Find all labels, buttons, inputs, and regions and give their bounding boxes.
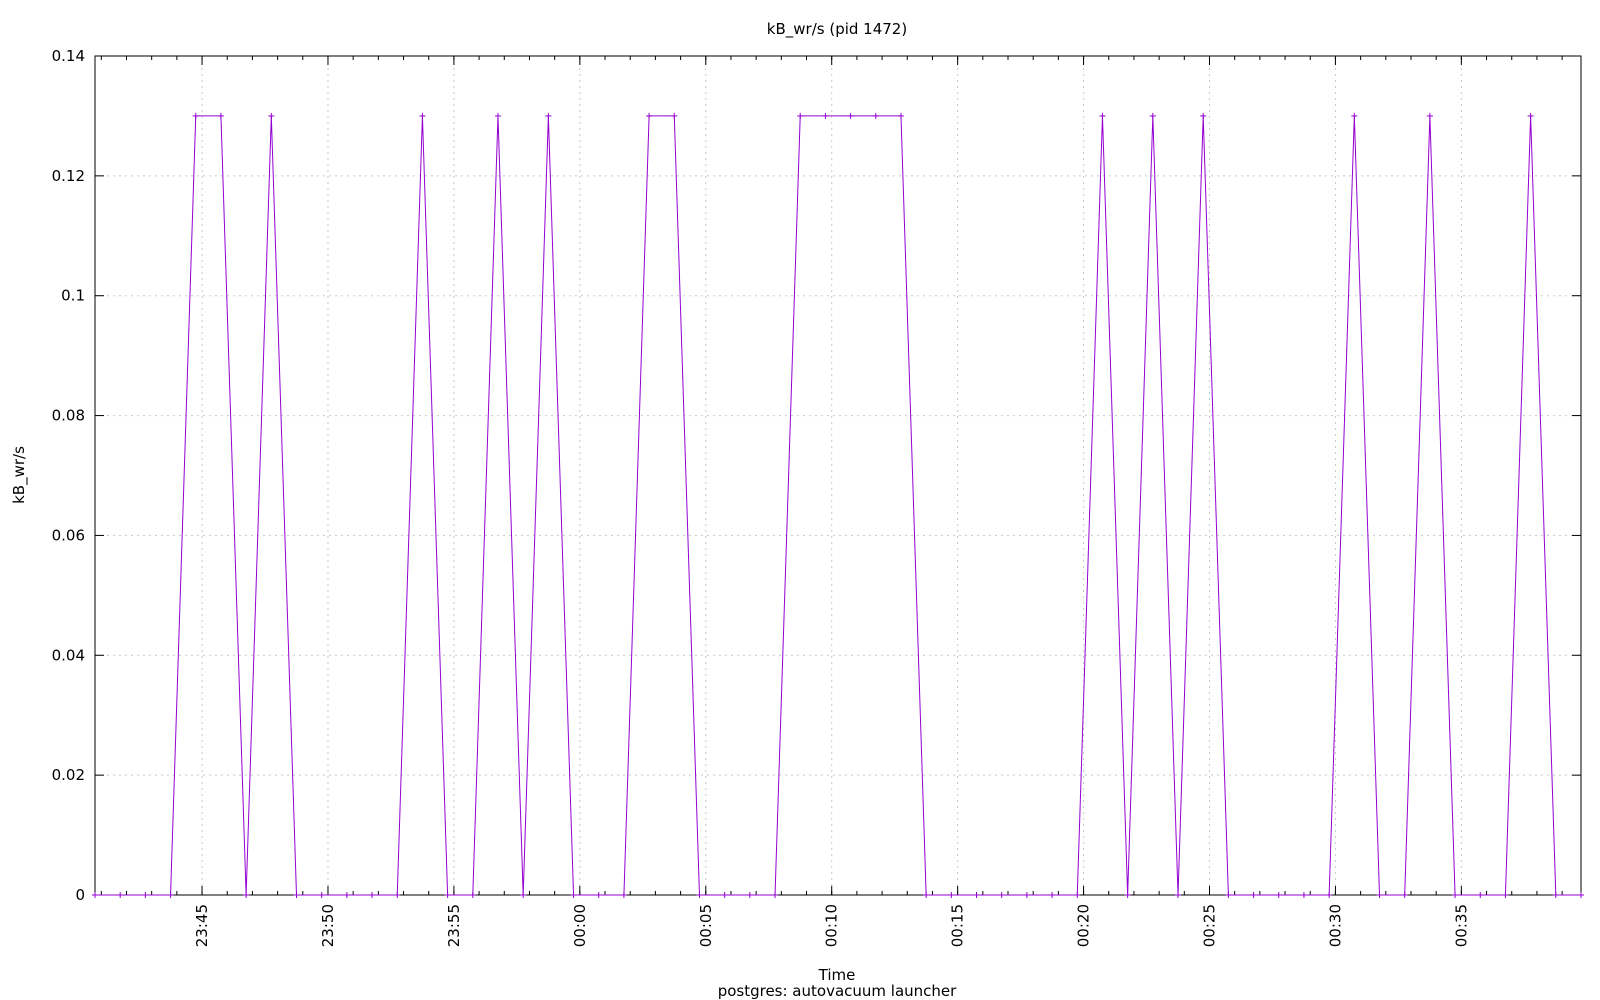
x-tick-label: 00:35 [1452, 904, 1470, 947]
data-point [1326, 892, 1333, 898]
x-tick-label: 00:15 [949, 904, 967, 947]
data-point [1250, 892, 1257, 898]
data-point [1552, 892, 1559, 898]
data-point [1527, 112, 1534, 119]
y-tick-label: 0.14 [52, 47, 85, 65]
data-point [620, 892, 627, 898]
data-point [293, 892, 300, 898]
data-point [721, 892, 728, 898]
data-point [797, 112, 804, 119]
data-point [1401, 892, 1408, 898]
data-point [268, 112, 275, 119]
data-point [444, 892, 451, 898]
y-axis: 0 0.02 0.04 0.06 0.08 0.1 0.12 0.14 [52, 47, 1581, 904]
data-point [1300, 892, 1307, 898]
data-point [419, 112, 426, 119]
x-tick-label: 00:20 [1075, 904, 1093, 947]
y-tick-label: 0.06 [52, 526, 85, 544]
plot-frame [94, 55, 1582, 896]
data-point [948, 892, 955, 898]
x-tick-label: 23:55 [445, 904, 463, 947]
x-axis: 23:45 23:50 23:55 00:00 00:05 00:10 00:15 00:20… [100, 56, 1563, 947]
y-tick-label: 0.02 [52, 766, 85, 784]
data-point [369, 892, 376, 898]
data-point [847, 112, 854, 119]
data-point [1175, 892, 1182, 898]
data-point [772, 892, 779, 898]
data-point [217, 112, 224, 119]
x-tick-label: 00:25 [1201, 904, 1219, 947]
data-point [570, 892, 577, 898]
series-line [95, 115, 1581, 896]
data-point [1023, 892, 1030, 898]
data-point [1149, 112, 1156, 119]
data-point [1351, 112, 1358, 119]
data-point [973, 892, 980, 898]
data-point [1099, 112, 1106, 119]
data-point [520, 892, 527, 898]
data-point [696, 892, 703, 898]
data-point [1477, 892, 1484, 898]
data-point [1452, 892, 1459, 898]
data-point [343, 892, 350, 898]
data-point [243, 892, 250, 898]
data-point [469, 892, 476, 898]
data-point [822, 112, 829, 119]
data-point [92, 892, 98, 898]
chart-subtitle: postgres: autovacuum launcher [718, 982, 957, 1000]
data-point [646, 112, 653, 119]
data-point [1275, 892, 1282, 898]
data-point [897, 112, 904, 119]
data-point [192, 112, 199, 119]
x-tick-label: 00:30 [1326, 904, 1344, 947]
data-point [872, 112, 879, 119]
y-axis-label: kB_wr/s [10, 446, 29, 504]
data-point [494, 112, 501, 119]
data-point [1049, 892, 1056, 898]
data-point [1074, 892, 1081, 898]
data-point [142, 892, 149, 898]
data-point [1376, 892, 1383, 898]
data-point [671, 112, 678, 119]
x-tick-label: 00:00 [571, 904, 589, 947]
y-tick-label: 0 [75, 886, 85, 904]
y-tick-label: 0.1 [61, 287, 85, 305]
data-point [318, 892, 325, 898]
x-tick-label: 00:10 [823, 904, 841, 947]
data-point [1225, 892, 1232, 898]
data-point [1578, 892, 1584, 898]
y-tick-label: 0.04 [52, 646, 85, 664]
data-point [923, 892, 930, 898]
data-point [167, 892, 174, 898]
y-tick-label: 0.08 [52, 407, 85, 425]
data-point [998, 892, 1005, 898]
series [92, 112, 1584, 898]
data-point [595, 892, 602, 898]
data-point [1426, 112, 1433, 119]
data-point [394, 892, 401, 898]
data-point [746, 892, 753, 898]
x-tick-label: 00:05 [697, 904, 715, 947]
x-tick-label: 23:50 [319, 904, 337, 947]
x-axis-label: Time [818, 966, 856, 984]
x-tick-label: 23:45 [193, 904, 211, 947]
data-point [1124, 892, 1131, 898]
grid [95, 56, 1581, 895]
chart-title: kB_wr/s (pid 1472) [767, 20, 907, 39]
data-point [117, 892, 124, 898]
y-tick-label: 0.12 [52, 167, 85, 185]
data-point [1200, 112, 1207, 119]
data-point [545, 112, 552, 119]
data-point [1502, 892, 1509, 898]
